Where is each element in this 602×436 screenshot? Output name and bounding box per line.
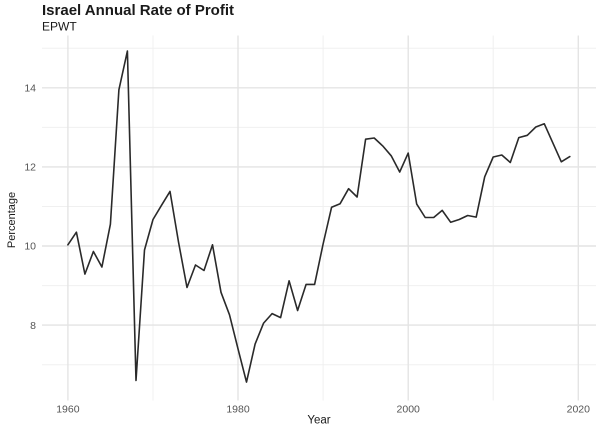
svg-text:10: 10 — [24, 241, 36, 253]
svg-text:1960: 1960 — [56, 404, 80, 416]
svg-text:Israel Annual Rate of Profit: Israel Annual Rate of Profit — [42, 2, 234, 19]
svg-text:Percentage: Percentage — [6, 192, 18, 248]
svg-text:EPWT: EPWT — [42, 20, 77, 34]
svg-text:2020: 2020 — [567, 404, 591, 416]
svg-text:14: 14 — [24, 83, 36, 95]
svg-text:Year: Year — [307, 415, 330, 427]
svg-text:8: 8 — [30, 320, 36, 332]
svg-text:1980: 1980 — [226, 404, 250, 416]
svg-text:2000: 2000 — [397, 404, 421, 416]
svg-text:12: 12 — [24, 162, 36, 174]
